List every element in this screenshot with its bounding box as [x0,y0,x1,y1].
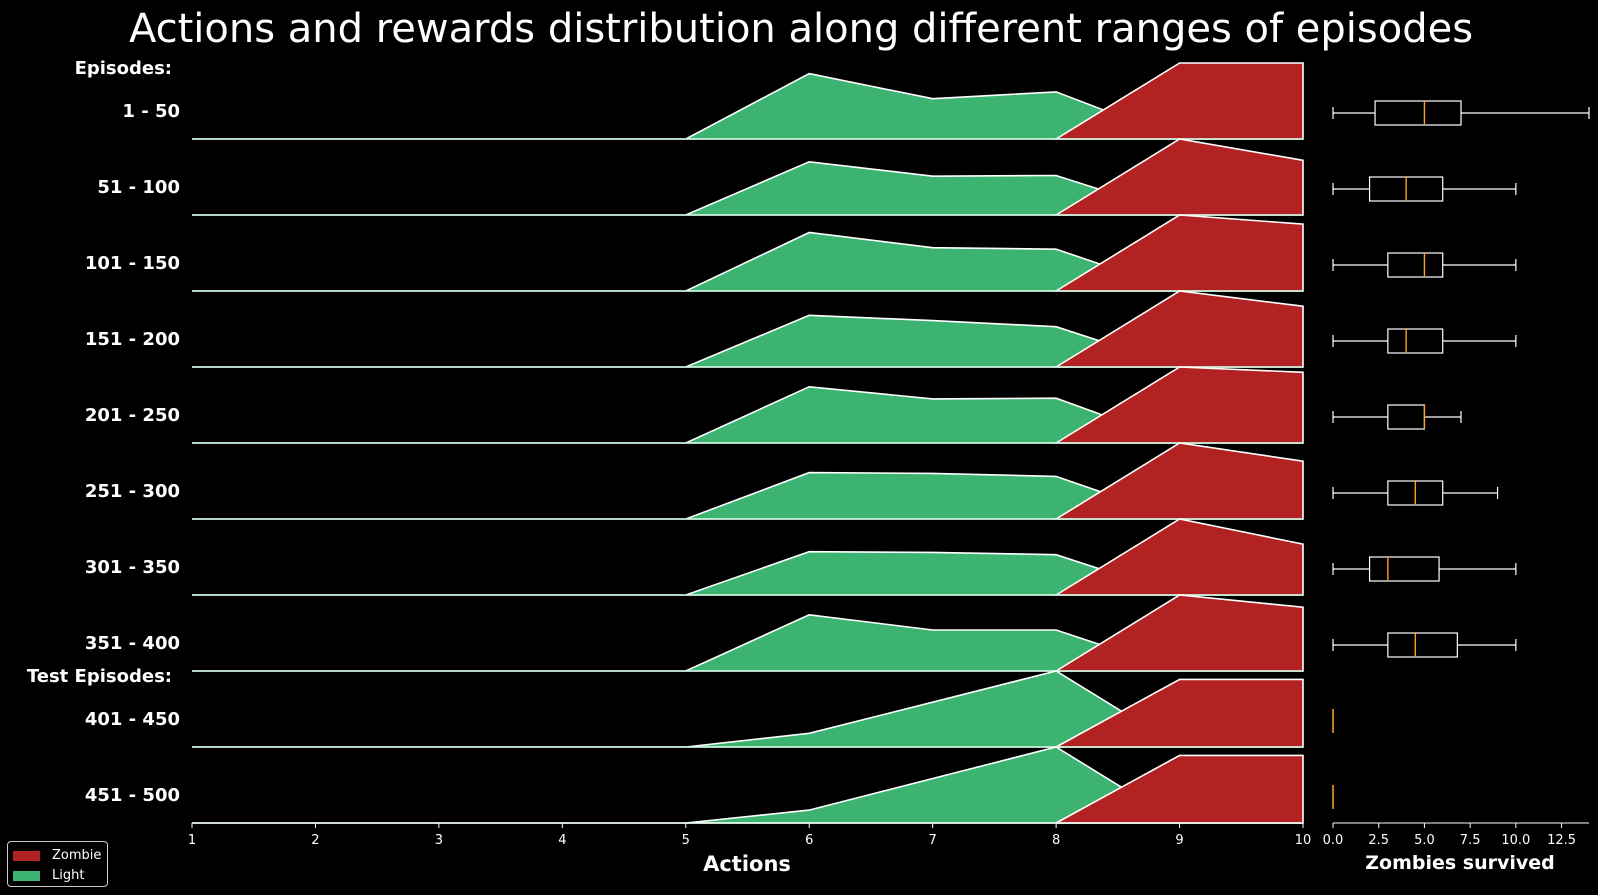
ridge-label: 401 - 450 [85,709,180,730]
actions-tick-label: 1 [188,833,196,848]
actions-tick-label: 7 [929,833,937,848]
legend-item-zombie: Zombie [13,848,101,863]
actions-tick-label: 8 [1052,833,1060,848]
ridges-layer: 1 - 50 51 - 100 101 - 150 151 - 200 201 - 25… [85,62,1304,824]
ridge-351-400: 351 - 400 [85,594,1304,672]
ridge-zombie-area [1053,290,1304,368]
boxplot-x-axis: 0.0 2.5 5.0 7.5 10.0 12.5 [1323,822,1589,848]
boxplot-tick-label: 5.0 [1414,833,1435,848]
actions-tick-label: 10 [1295,833,1312,848]
actions-tick-label: 6 [805,833,813,848]
boxplot-box [1368,556,1440,582]
ridge-201-250: 201 - 250 [85,366,1304,444]
test-episodes-group-header: Test Episodes: [27,666,172,687]
ridge-zombie-area [1053,442,1304,520]
ridge-label: 301 - 350 [85,557,180,578]
actions-tick-label: 3 [435,833,443,848]
boxplot-301-350 [1332,556,1517,582]
legend-label-zombie: Zombie [52,848,102,863]
boxplot-box [1387,404,1426,430]
actions-tick-label: 9 [1175,833,1183,848]
ridge-label: 201 - 250 [85,405,180,426]
ridge-51-100: 51 - 100 [97,138,1304,216]
boxplot-tick-label: 10.0 [1501,833,1530,848]
chart-title: Actions and rewards distribution along d… [129,6,1473,52]
ridge-zombie-area [1053,214,1304,292]
ridge-401-450: 401 - 450 [85,670,1304,748]
actions-axis-label: Actions [703,852,791,876]
ridge-451-500: 451 - 500 [85,746,1304,824]
actions-x-axis: 1 2 3 4 5 6 7 8 9 10 [188,822,1312,848]
boxplot-tick-label: 0.0 [1323,833,1344,848]
zombies-survived-axis-label: Zombies survived [1365,852,1555,874]
actions-tick-label: 4 [558,833,566,848]
episodes-group-header: Episodes: [75,58,172,79]
legend-label-light: Light [52,868,85,883]
ridge-101-150: 101 - 150 [85,214,1304,292]
ridge-151-200: 151 - 200 [85,290,1304,368]
actions-tick-label: 5 [682,833,690,848]
ridge-zombie-area [1053,62,1304,140]
ridge-1-50: 1 - 50 [122,62,1304,140]
boxplot-151-200 [1332,328,1517,354]
ridge-label: 451 - 500 [85,785,180,806]
boxplot-101-150 [1332,252,1517,278]
ridge-label: 51 - 100 [97,177,180,198]
boxplot-351-400 [1332,632,1517,658]
ridge-zombie-area [1053,594,1304,672]
ridge-label: 351 - 400 [85,633,180,654]
boxplot-tick-label: 12.5 [1547,833,1576,848]
legend-swatch-light [13,870,40,881]
ridge-zombie-area [1053,518,1304,596]
boxplot-box [1387,632,1458,658]
actions-tick-label: 2 [311,833,319,848]
ridge-301-350: 301 - 350 [85,518,1304,596]
legend-swatch-zombie [13,850,40,861]
boxplot-layer [1332,100,1590,809]
boxplot-251-300 [1332,480,1499,506]
ridge-zombie-area [1053,138,1304,216]
boxplot-201-250 [1332,404,1462,430]
ridge-label: 251 - 300 [85,481,180,502]
legend: Zombie Light [7,841,108,887]
boxplot-51-100 [1332,176,1517,202]
ridge-zombie-area [1053,366,1304,444]
boxplot-tick-label: 7.5 [1460,833,1481,848]
ridge-label: 151 - 200 [85,329,180,350]
ridge-label: 1 - 50 [122,101,180,122]
ridge-251-300: 251 - 300 [85,442,1304,520]
boxplot-box [1374,100,1462,126]
boxplot-1-50 [1332,100,1590,126]
boxplot-tick-label: 2.5 [1368,833,1389,848]
boxplot-box [1387,252,1444,278]
legend-item-light: Light [13,868,84,883]
ridge-label: 101 - 150 [85,253,180,274]
boxplot-box [1387,328,1444,354]
